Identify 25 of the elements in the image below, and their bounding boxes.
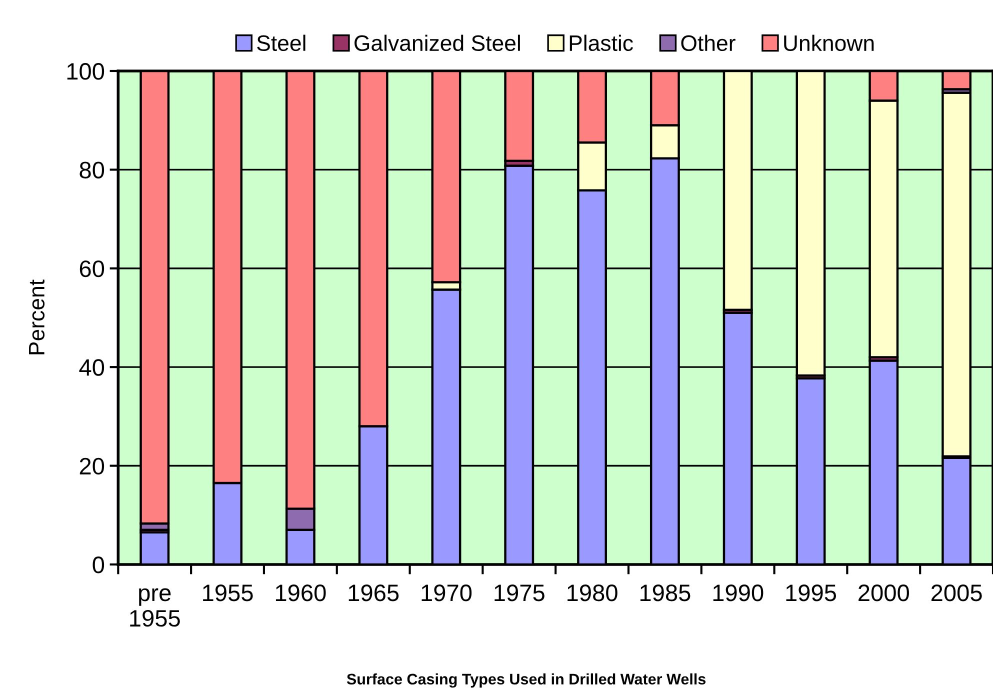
y-tick-label: 40 bbox=[79, 359, 104, 376]
legend-label: Steel bbox=[257, 34, 306, 52]
legend-label: Plastic bbox=[570, 34, 633, 52]
y-tick-label: 20 bbox=[80, 458, 104, 475]
x-tick-label: 1970 bbox=[422, 584, 472, 602]
y-tick-label: 100 bbox=[67, 63, 104, 80]
x-tick-label: 2000 bbox=[858, 584, 909, 602]
y-tick-label: 60 bbox=[80, 260, 104, 278]
legend-label: Galvanized Steel bbox=[354, 34, 520, 52]
x-tick-label: 1980 bbox=[568, 584, 618, 602]
x-tick-label: 1985 bbox=[640, 584, 690, 602]
y-tick-label: 0 bbox=[92, 556, 104, 574]
y-tick-label: 80 bbox=[80, 162, 104, 178]
x-tick-label: pre 1955 bbox=[130, 588, 180, 627]
text: Surface Casing Types Used in Drilled Water Wells bbox=[346, 673, 706, 688]
x-tick-label: 1960 bbox=[276, 584, 326, 602]
legend-label: Other bbox=[681, 34, 736, 52]
y-axis-title: Percent bbox=[29, 280, 45, 354]
x-tick-label: 1990 bbox=[713, 584, 764, 602]
x-tick-label: 1955 bbox=[203, 584, 253, 602]
legend-label: Unknown bbox=[784, 34, 874, 52]
x-tick-label: 1995 bbox=[786, 584, 836, 602]
x-tick-label: 1965 bbox=[348, 584, 399, 602]
x-tick-label: 2005 bbox=[931, 584, 982, 602]
x-tick-label: 1975 bbox=[494, 584, 544, 602]
